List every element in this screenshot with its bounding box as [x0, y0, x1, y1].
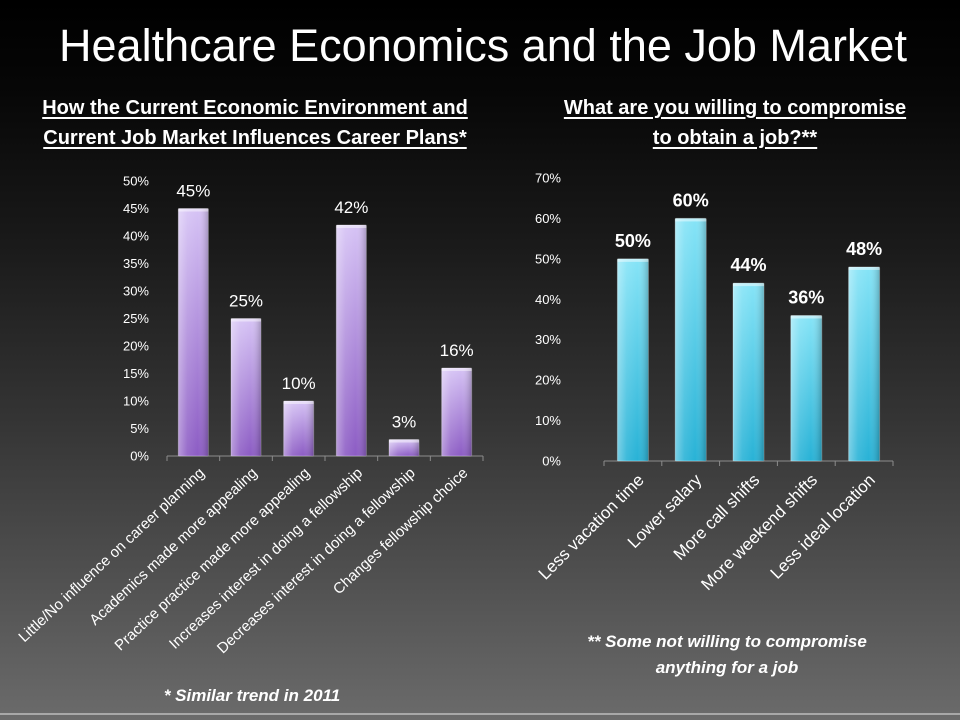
y-tick-label: 50%: [535, 251, 561, 266]
bar-top-cap: [231, 318, 261, 322]
data-label: 25%: [229, 292, 263, 311]
x-tick-label: Increases interest in doing a fellowship: [166, 464, 366, 652]
data-label: 36%: [788, 287, 824, 307]
bar-shine: [283, 401, 314, 456]
chart-title-line: to obtain a job?**: [652, 127, 818, 149]
data-label: 10%: [282, 374, 316, 393]
x-tick-label: Practice practice made more appealing: [112, 464, 314, 654]
career-plans-chart: 0% 5% 10% 15% 20% 25% 30% 35% 40% 45% 50% 45% Little…: [15, 174, 484, 657]
x-tick-label: Less ideal location: [767, 470, 879, 582]
chart-title-line: How the Current Economic Environment and: [42, 97, 468, 119]
bar-shine: [733, 283, 764, 461]
data-label: 50%: [615, 231, 651, 251]
bar-top-cap: [441, 368, 472, 371]
y-tick-label: 40%: [535, 292, 561, 307]
footnote-line: * Similar trend in 2011: [163, 686, 341, 705]
data-label: 16%: [440, 341, 474, 360]
y-tick-label: 35%: [123, 256, 149, 271]
y-tick-label: 10%: [535, 413, 561, 428]
bar-shine: [389, 439, 419, 456]
data-label: 45%: [176, 182, 210, 201]
x-tick-label: Less vacation time: [535, 470, 648, 583]
bottom-rule: [0, 713, 960, 715]
footnote-line: ** Some not willing to compromise: [587, 632, 867, 651]
footnote-line: anything for a job: [655, 658, 799, 677]
y-tick-label: 20%: [123, 339, 149, 354]
compromise-chart-title: What are you willing to compromise to ob…: [530, 93, 940, 153]
bar-top-cap: [733, 283, 764, 287]
slide-title: Healthcare Economics and the Job Market: [59, 20, 907, 71]
y-tick-label: 50%: [123, 174, 149, 189]
compromise-footnote: ** Some not willing to compromise anythi…: [547, 629, 907, 681]
y-tick-label: 60%: [535, 211, 561, 226]
data-label: 60%: [673, 190, 709, 210]
bar-top-cap: [389, 439, 419, 443]
bar-top-cap: [336, 225, 367, 228]
career-plans-chart-title: How the Current Economic Environment and…: [5, 93, 505, 153]
y-tick-label: 30%: [535, 332, 561, 347]
bar-shine: [336, 225, 367, 456]
bar-shine: [178, 208, 209, 456]
y-tick-label: 5%: [130, 421, 149, 436]
y-tick-label: 40%: [123, 229, 149, 244]
bar-shine: [848, 266, 880, 461]
y-tick-label: 70%: [535, 171, 561, 186]
y-tick-label: 25%: [123, 311, 149, 326]
y-tick-label: 20%: [535, 373, 561, 388]
data-label: 42%: [334, 198, 368, 217]
bar-shine: [441, 368, 472, 456]
bar-top-cap: [178, 208, 209, 212]
bar-top-cap: [283, 401, 314, 404]
bar-shine: [790, 315, 822, 461]
bar-shine: [675, 218, 707, 461]
chart-title-line: Current Job Market Influences Career Pla…: [43, 127, 467, 149]
y-tick-label: 0%: [542, 454, 561, 469]
data-label: 48%: [846, 239, 882, 259]
x-tick-label: Decreases interest in doing a fellowship: [214, 464, 419, 657]
bar-top-cap: [848, 266, 880, 270]
career-plans-footnote: * Similar trend in 2011: [102, 684, 402, 708]
data-label: 44%: [730, 255, 766, 275]
x-tick-label: Little/No influence on career planning: [15, 464, 208, 645]
bar-shine: [231, 318, 261, 456]
bar-top-cap: [617, 258, 649, 262]
data-label: 3%: [392, 413, 417, 432]
y-tick-label: 10%: [123, 394, 149, 409]
bar-top-cap: [675, 218, 707, 222]
y-tick-label: 15%: [123, 366, 149, 381]
y-tick-label: 45%: [123, 201, 149, 216]
compromise-chart: 0% 10% 20% 30% 40% 50% 60% 70% 50% Less vacation …: [535, 171, 894, 594]
y-tick-label: 30%: [123, 284, 149, 299]
bar-shine: [617, 258, 649, 461]
chart-title-line: What are you willing to compromise: [563, 97, 907, 119]
y-tick-label: 0%: [130, 449, 149, 464]
bar-top-cap: [790, 315, 822, 319]
